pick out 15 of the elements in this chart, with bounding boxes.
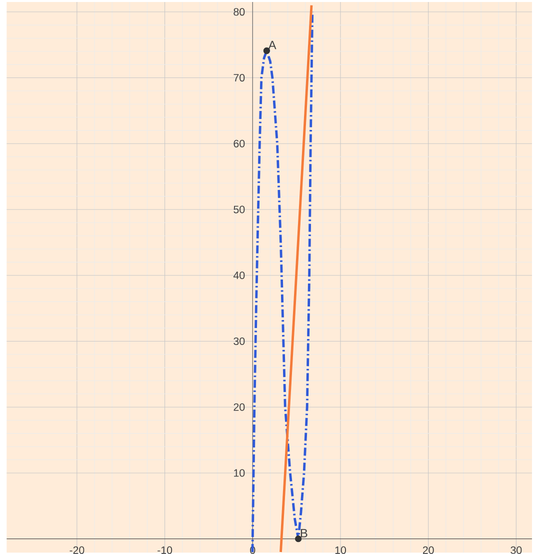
x-tick-label: -10 [157, 546, 172, 554]
y-tick-label: 50 [233, 206, 245, 214]
x-tick-label: 20 [422, 546, 434, 554]
y-tick-label: 10 [234, 469, 245, 477]
y-tick-label: 30 [233, 337, 245, 345]
y-tick-label: 40 [233, 272, 245, 280]
y-tick-label: 80 [234, 8, 245, 16]
x-tick-label: 30 [510, 546, 522, 554]
y-tick-label: 70 [234, 74, 245, 82]
annotation: B [300, 528, 308, 538]
annotation: A [268, 40, 276, 50]
y-tick-label: 60 [234, 140, 245, 148]
y-tick-label: 20 [234, 403, 245, 411]
x-tick-label: 10 [335, 546, 346, 554]
x-tick-label: -20 [70, 546, 84, 554]
